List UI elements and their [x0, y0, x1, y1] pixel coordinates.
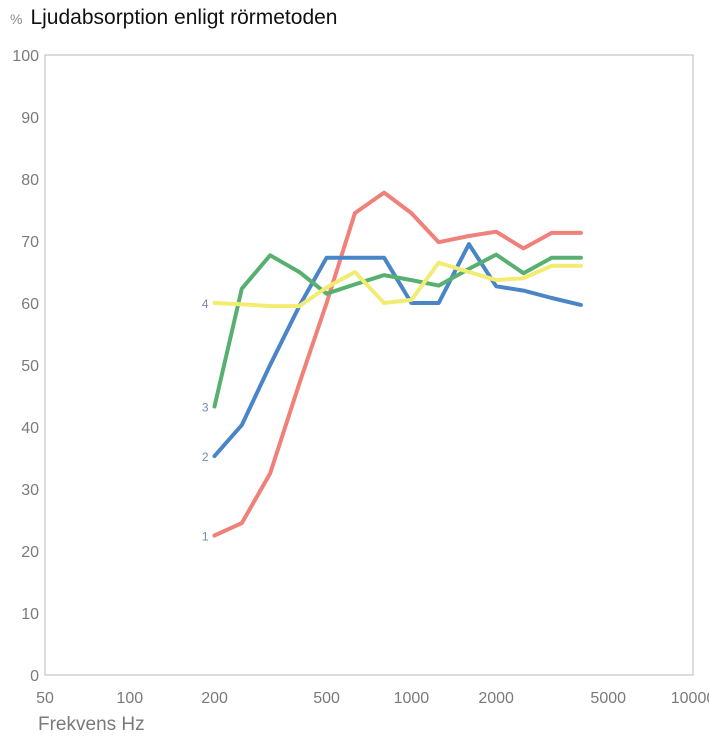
series-line-1 [212, 190, 583, 538]
x-tick-label: 2000 [478, 690, 514, 707]
chart-header: % Ljudabsorption enligt rörmetoden [10, 6, 338, 36]
y-tick-label: 30 [21, 482, 39, 499]
x-tick-label: 200 [201, 690, 228, 707]
x-tick-label: 10000 [671, 690, 709, 707]
y-tick-label: 90 [21, 110, 39, 127]
series-label-2: 2 [202, 450, 209, 464]
y-tick-label: 10 [21, 606, 39, 623]
x-axis-label: Frekvens Hz [38, 714, 145, 735]
y-axis-label: % [10, 11, 23, 27]
series-line-3 [212, 252, 583, 409]
y-tick-label: 70 [21, 234, 39, 251]
y-tick-label: 100 [12, 48, 39, 65]
series-label-4: 4 [202, 297, 209, 311]
chart-title: Ljudabsorption enligt rörmetoden [30, 6, 338, 29]
x-tick-label: 500 [313, 690, 340, 707]
series-line-2 [212, 242, 583, 459]
series-label-3: 3 [202, 401, 209, 415]
series-line-4 [212, 260, 583, 309]
x-tick-label: 1000 [394, 690, 430, 707]
x-tick-label: 50 [36, 690, 54, 707]
plot-frame [44, 54, 694, 676]
x-tick-label: 5000 [590, 690, 626, 707]
y-tick-label: 20 [21, 544, 39, 561]
y-tick-label: 40 [21, 420, 39, 437]
x-tick-label: 100 [116, 690, 143, 707]
y-tick-label: 80 [21, 172, 39, 189]
y-tick-label: 60 [21, 296, 39, 313]
y-tick-label: 50 [21, 358, 39, 375]
series-label-1: 1 [202, 530, 209, 544]
y-tick-label: 0 [30, 668, 39, 685]
